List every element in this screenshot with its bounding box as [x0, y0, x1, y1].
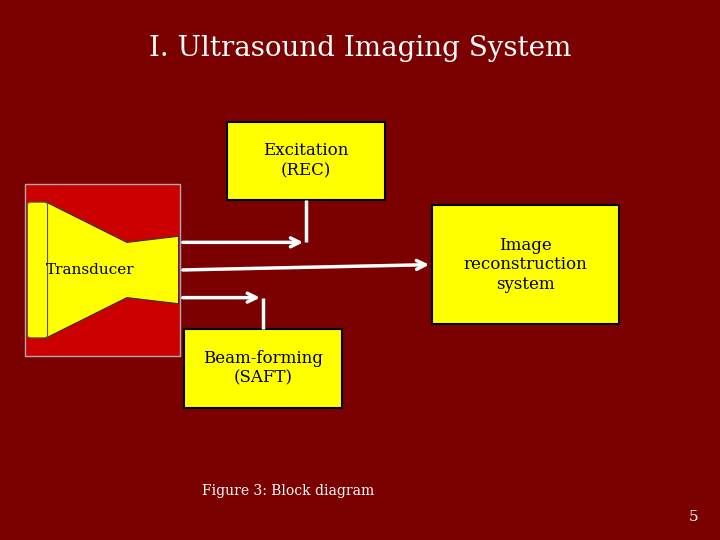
- Text: Transducer: Transducer: [46, 263, 135, 277]
- Text: Excitation
(REC): Excitation (REC): [264, 143, 348, 179]
- FancyBboxPatch shape: [184, 329, 342, 408]
- Text: Beam-forming
(SAFT): Beam-forming (SAFT): [203, 350, 323, 387]
- Text: I. Ultrasound Imaging System: I. Ultrasound Imaging System: [149, 35, 571, 62]
- Text: Image
reconstruction
system: Image reconstruction system: [464, 237, 588, 293]
- FancyBboxPatch shape: [27, 202, 48, 338]
- FancyBboxPatch shape: [25, 184, 180, 356]
- Polygon shape: [44, 201, 179, 339]
- FancyBboxPatch shape: [227, 122, 385, 200]
- Text: Figure 3: Block diagram: Figure 3: Block diagram: [202, 484, 374, 498]
- Text: 5: 5: [689, 510, 698, 524]
- FancyBboxPatch shape: [432, 205, 619, 324]
